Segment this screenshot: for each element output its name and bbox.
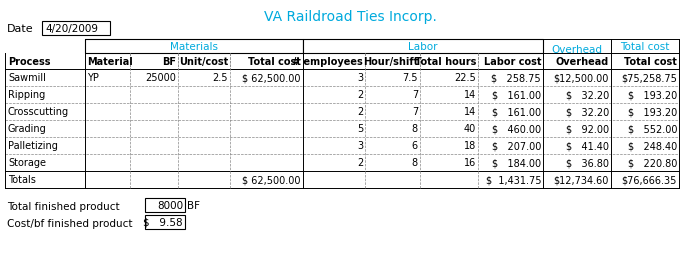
Text: 8: 8 [412, 124, 418, 134]
Text: $   161.00: $ 161.00 [492, 107, 541, 117]
Text: $   248.40: $ 248.40 [628, 141, 677, 151]
Bar [303, 40, 543, 54]
Text: 7.5: 7.5 [402, 73, 418, 83]
Text: Totals: Totals [8, 175, 36, 185]
Text: $   193.20: $ 193.20 [628, 107, 677, 117]
Text: Material: Material [87, 57, 133, 67]
Text: $ 62,500.00: $ 62,500.00 [242, 73, 301, 83]
Text: 22.5: 22.5 [454, 73, 476, 83]
Text: Overhead: Overhead [556, 57, 609, 67]
Text: 40: 40 [463, 124, 476, 134]
Text: 2: 2 [357, 158, 363, 168]
Text: Overhead: Overhead [552, 45, 603, 55]
Text: Materials: Materials [170, 42, 218, 52]
Text: Labor: Labor [408, 42, 438, 52]
Text: Hour/shift: Hour/shift [363, 57, 418, 67]
Text: $ 62,500.00: $ 62,500.00 [242, 175, 301, 185]
Text: $12,734.60: $12,734.60 [554, 175, 609, 185]
Text: 7: 7 [412, 107, 418, 117]
Text: BF: BF [162, 57, 176, 67]
Text: $   460.00: $ 460.00 [492, 124, 541, 134]
Text: $   41.40: $ 41.40 [566, 141, 609, 151]
Text: Labor cost: Labor cost [484, 57, 541, 67]
Text: 14: 14 [463, 107, 476, 117]
Text: Palletizing: Palletizing [8, 141, 58, 151]
Text: 14: 14 [463, 90, 476, 100]
Text: $  1,431.75: $ 1,431.75 [486, 175, 541, 185]
Text: Total cost: Total cost [624, 57, 677, 67]
Text: 2: 2 [357, 90, 363, 100]
Text: YP: YP [87, 73, 99, 83]
Text: $   9.58: $ 9.58 [144, 217, 183, 227]
Text: Process: Process [8, 57, 50, 67]
Text: $12,500.00: $12,500.00 [554, 73, 609, 83]
Text: $   193.20: $ 193.20 [628, 90, 677, 100]
Text: Total cost: Total cost [620, 42, 670, 52]
Text: BF: BF [187, 200, 200, 210]
Text: VA Raildroad Ties Incorp.: VA Raildroad Ties Incorp. [264, 10, 436, 24]
Text: $   92.00: $ 92.00 [566, 124, 609, 134]
Text: $   36.80: $ 36.80 [566, 158, 609, 168]
Text: 18: 18 [463, 141, 476, 151]
Text: 2: 2 [357, 107, 363, 117]
Text: 3: 3 [357, 73, 363, 83]
Text: $   184.00: $ 184.00 [492, 158, 541, 168]
Text: 6: 6 [412, 141, 418, 151]
Text: Unit/cost: Unit/cost [178, 57, 228, 67]
Bar [42, 22, 110, 36]
Text: Ripping: Ripping [8, 90, 46, 100]
Text: 2.5: 2.5 [213, 73, 228, 83]
Text: $   220.80: $ 220.80 [628, 158, 677, 168]
Text: Total cost: Total cost [248, 57, 301, 67]
Text: Crosscutting: Crosscutting [8, 107, 69, 117]
Text: $   258.75: $ 258.75 [491, 73, 541, 83]
Text: Cost/bf finished product: Cost/bf finished product [7, 218, 132, 228]
Text: $75,258.75: $75,258.75 [621, 73, 677, 83]
Text: $   32.20: $ 32.20 [566, 107, 609, 117]
Text: Grading: Grading [8, 124, 47, 134]
Text: $76,666.35: $76,666.35 [622, 175, 677, 185]
Text: $   552.00: $ 552.00 [627, 124, 677, 134]
Text: Total hours: Total hours [414, 57, 476, 67]
Text: # employees: # employees [293, 57, 363, 67]
Text: $   161.00: $ 161.00 [492, 90, 541, 100]
Bar [85, 40, 303, 54]
Bar [145, 215, 185, 229]
Text: $   32.20: $ 32.20 [566, 90, 609, 100]
Text: 8: 8 [412, 158, 418, 168]
Text: 7: 7 [412, 90, 418, 100]
Text: 4/20/2009: 4/20/2009 [45, 24, 98, 34]
Text: 5: 5 [357, 124, 363, 134]
Text: 3: 3 [357, 141, 363, 151]
Text: $   207.00: $ 207.00 [491, 141, 541, 151]
Text: 25000: 25000 [145, 73, 176, 83]
Text: 8000: 8000 [157, 200, 183, 210]
Text: Sawmill: Sawmill [8, 73, 46, 83]
Text: Storage: Storage [8, 158, 46, 168]
Text: Date: Date [7, 24, 34, 34]
Text: Total finished product: Total finished product [7, 201, 120, 211]
Text: 16: 16 [463, 158, 476, 168]
Bar [145, 198, 185, 212]
